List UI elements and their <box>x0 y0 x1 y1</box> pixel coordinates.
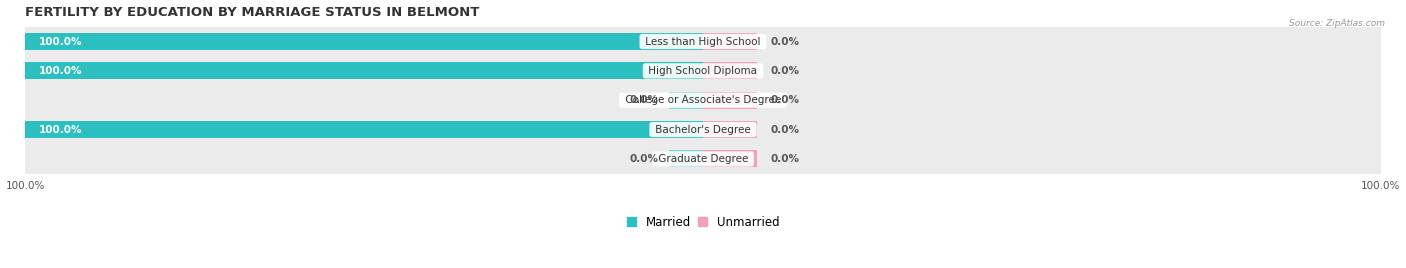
Text: 100.0%: 100.0% <box>39 125 83 135</box>
Bar <box>25 85 1381 115</box>
Bar <box>669 150 703 168</box>
Bar <box>703 62 758 79</box>
Text: 0.0%: 0.0% <box>770 154 800 164</box>
Text: 0.0%: 0.0% <box>630 95 659 105</box>
Bar <box>703 92 758 109</box>
Text: FERTILITY BY EDUCATION BY MARRIAGE STATUS IN BELMONT: FERTILITY BY EDUCATION BY MARRIAGE STATU… <box>25 6 479 18</box>
Bar <box>25 121 703 138</box>
Bar <box>25 115 1381 144</box>
Text: 0.0%: 0.0% <box>770 125 800 135</box>
Text: 0.0%: 0.0% <box>770 36 800 47</box>
Text: High School Diploma: High School Diploma <box>645 66 761 76</box>
Bar <box>25 144 1381 174</box>
Bar <box>703 33 758 50</box>
Text: College or Associate's Degree: College or Associate's Degree <box>621 95 785 105</box>
Text: Bachelor's Degree: Bachelor's Degree <box>652 125 754 135</box>
Text: 0.0%: 0.0% <box>630 154 659 164</box>
Text: 100.0%: 100.0% <box>39 66 83 76</box>
Bar <box>669 92 703 109</box>
Bar <box>25 33 703 50</box>
Text: 0.0%: 0.0% <box>770 66 800 76</box>
Text: Source: ZipAtlas.com: Source: ZipAtlas.com <box>1289 19 1385 28</box>
Legend: Married, Unmarried: Married, Unmarried <box>627 216 779 229</box>
Bar <box>703 121 758 138</box>
Bar <box>703 150 758 168</box>
Bar <box>25 62 703 79</box>
Text: Graduate Degree: Graduate Degree <box>655 154 751 164</box>
Text: 100.0%: 100.0% <box>39 36 83 47</box>
Text: 0.0%: 0.0% <box>770 95 800 105</box>
Bar <box>25 56 1381 85</box>
Bar <box>25 27 1381 56</box>
Text: Less than High School: Less than High School <box>643 36 763 47</box>
